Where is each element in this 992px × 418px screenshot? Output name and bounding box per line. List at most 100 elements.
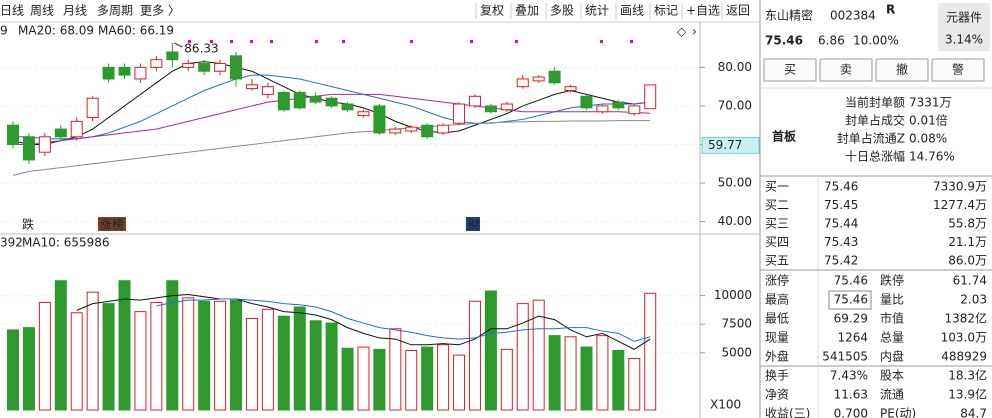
tab[interactable]: 周线 [30,4,54,18]
stat-label: 收益(三) [765,407,810,418]
volume-bar [22,327,35,411]
icon-diamond[interactable]: ◇ [677,25,687,39]
event-tag: 财 [468,218,480,232]
legend-entry: MA20: 68.09 [18,24,94,38]
volume-bar [405,350,418,411]
book-price: 75.46 [824,180,858,194]
y-tick-label: 10000 [714,288,752,302]
volume-bar [54,280,67,411]
candle-body [612,101,625,109]
candle-body [564,86,577,92]
stat-value: 61.74 [953,274,987,288]
y-tick-label: 50.00 [718,176,752,190]
toolbar-button[interactable]: 多股 [550,4,574,18]
stat-label: PE(动) [880,407,916,418]
action-label[interactable]: 卖 [840,63,852,77]
event-tag: 跌 [22,217,34,232]
legend-entry: 9 [0,24,8,38]
volume-bar [150,301,163,411]
event-tag-bg [466,217,480,231]
book-price: 75.43 [824,235,858,249]
highlight-box [828,290,872,310]
stat-value: 75.46 [834,293,868,307]
candle-body [7,124,19,145]
stat-value: 7.43% [830,369,868,383]
volume-bar [134,311,147,411]
book-level: 买一 [765,180,789,194]
candle-body [70,120,83,138]
stat-label: 总量 [880,331,904,345]
volume-bar [357,346,370,411]
book-level: 买二 [765,198,789,212]
unit-label: X100 [710,398,741,412]
volume-bar [102,303,115,411]
action-label[interactable]: 买 [784,63,796,77]
candle-body [628,105,641,115]
sector-change[interactable]: 3.14% [945,33,983,47]
stat-value: 18.3亿 [948,368,987,383]
candle-body [86,97,99,119]
candle-body [644,84,657,110]
y-tick-label: 80.00 [718,60,752,74]
y-tick-label: 70.00 [718,98,752,112]
tab[interactable]: 日线 [0,4,24,18]
stat-label: 最高 [765,292,789,307]
stat-label: 内盘 [880,349,904,364]
icon-arrow[interactable]: › [692,25,697,39]
candle-body [134,66,147,80]
action-button[interactable] [931,58,985,82]
stock-flag: R [886,3,895,17]
event-tag: 涨榜 [100,217,124,232]
price: 75.46 [765,34,803,48]
action-button[interactable] [875,58,929,82]
y-tick-label: 40.00 [718,214,752,228]
stat-label: 量比 [880,293,904,307]
stat-value: 488929 [941,350,987,364]
toolbar-button[interactable]: 返回 [726,4,750,18]
toolbar-button[interactable]: 统计 [585,4,609,18]
volume-bar [309,320,322,411]
info-value: 0.08% [909,132,947,146]
volume-bar [437,344,450,411]
toolbar-button[interactable]: +自选 [686,4,720,18]
action-button[interactable] [819,58,873,82]
tab[interactable]: 多周期 [97,4,133,18]
toolbar-button[interactable]: 画线 [620,4,644,18]
book-volume: 1277.4万 [933,198,987,212]
sector-name[interactable]: 元器件 [946,11,982,25]
ma-line [12,120,651,176]
action-button[interactable] [763,58,817,82]
action-label[interactable]: 警 [952,62,964,77]
volume-bar [293,306,306,411]
candle-body [38,136,51,153]
stat-value: 69.29 [834,312,868,326]
toolbar-button[interactable]: 叠加 [515,4,539,18]
info-value: 14.76% [909,150,955,164]
tab[interactable]: 更多 〉 [140,4,180,18]
candle-body [484,105,497,113]
signal-dot [410,40,413,43]
stat-label: 市值 [880,311,904,326]
volume-bar [532,299,545,411]
toolbar-button[interactable]: 复权 [480,4,504,18]
volume-bar [230,299,243,411]
candle-body [580,95,593,109]
signal-dot [470,40,473,43]
signal-dot [188,40,191,43]
stat-label: 跌停 [880,273,904,288]
book-price: 75.45 [824,198,858,212]
candle-body [230,55,243,80]
candle-body [245,84,258,90]
candle-body [532,76,545,82]
volume-bar [214,300,227,411]
tab[interactable]: 月线 [63,4,87,18]
change: 6.86 [818,34,845,48]
action-label[interactable]: 撤 [896,62,908,77]
candle-body [500,103,513,111]
sector-box[interactable] [938,3,990,51]
candle-body [357,111,370,117]
stat-label: 最低 [765,312,789,326]
toolbar-button[interactable]: 标记 [654,4,678,18]
volume-bar [596,335,609,411]
ma-line [13,93,651,145]
